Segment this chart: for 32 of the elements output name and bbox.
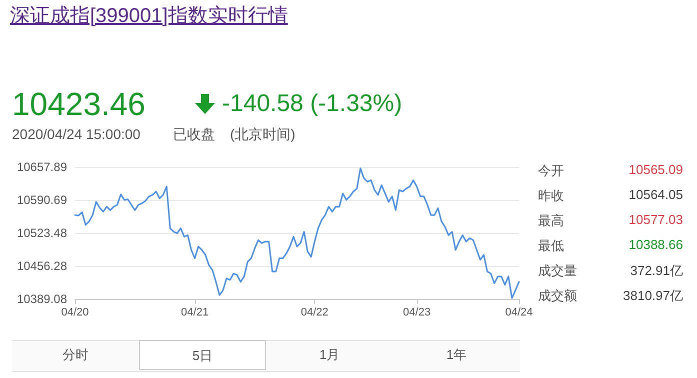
x-tick-label: 04/21 bbox=[181, 306, 209, 318]
y-tick-label: 10389.08 bbox=[16, 292, 68, 306]
text: 10423.46 bbox=[12, 85, 146, 124]
text: 5日 bbox=[139, 340, 266, 370]
text: 昨收 bbox=[538, 187, 564, 205]
text: 10577.03 bbox=[628, 212, 683, 227]
text: 已收盘 bbox=[173, 126, 215, 144]
y-tick-label: 10657.89 bbox=[16, 160, 68, 174]
x-tick-label: 04/24 bbox=[505, 306, 533, 318]
text: 最低 bbox=[538, 237, 564, 255]
y-tick-label: 10523.48 bbox=[16, 226, 68, 240]
text: 372.91亿 bbox=[629, 262, 683, 280]
chart-title: 深证成指[399001]指数实时行情 bbox=[10, 4, 288, 29]
text: 成交额 bbox=[538, 287, 577, 305]
y-tick-label: 10590.69 bbox=[16, 193, 68, 207]
text: 1年 bbox=[445, 346, 468, 364]
text: 成交量 bbox=[538, 262, 577, 280]
y-tick-label: 10456.28 bbox=[16, 259, 68, 273]
text: 3810.97亿 bbox=[622, 287, 683, 305]
x-tick-label: 04/20 bbox=[61, 306, 89, 318]
text: 10565.09 bbox=[628, 162, 683, 177]
text: 今开 bbox=[538, 162, 564, 180]
x-tick-label: 04/22 bbox=[300, 306, 328, 318]
x-tick-label: 04/23 bbox=[403, 306, 431, 318]
text: 1月 bbox=[318, 346, 341, 364]
text: -140.58 (-1.33%) bbox=[222, 89, 402, 119]
text: 10564.05 bbox=[628, 187, 683, 202]
text: 10388.66 bbox=[628, 237, 683, 252]
text: (北京时间) bbox=[230, 126, 296, 144]
text: 2020/04/24 15:00:00 bbox=[12, 126, 140, 142]
text: 分时 bbox=[62, 346, 90, 364]
text: 最高 bbox=[538, 212, 564, 230]
